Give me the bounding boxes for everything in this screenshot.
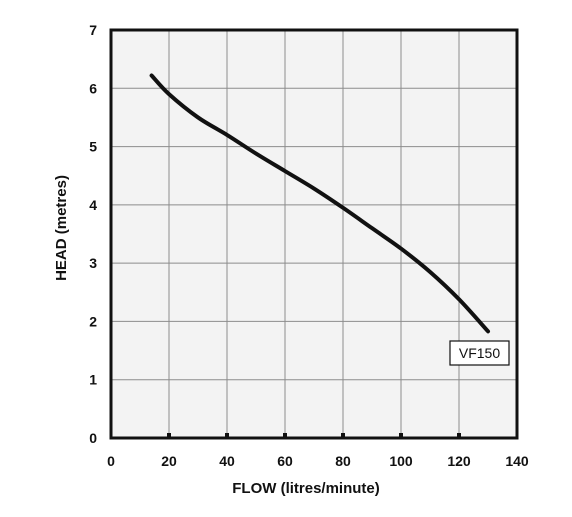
x-tick-label: 120 [447, 453, 471, 469]
y-tick-label: 2 [89, 313, 97, 329]
y-tick-label: 1 [89, 372, 97, 388]
y-tick-label: 7 [89, 22, 97, 38]
x-tick-mark [457, 433, 461, 438]
y-tick-label: 5 [89, 139, 97, 155]
x-tick-label: 0 [107, 453, 115, 469]
x-tick-label: 100 [389, 453, 413, 469]
plot-area [111, 30, 517, 438]
x-tick-label: 80 [335, 453, 351, 469]
y-axis-title: HEAD (metres) [53, 175, 70, 281]
y-tick-label: 0 [89, 430, 97, 446]
series-line-vf150 [149, 73, 490, 334]
gridlines [111, 30, 517, 438]
x-tick-label: 40 [219, 453, 235, 469]
x-tick-mark [399, 433, 403, 438]
series-label-box [449, 340, 510, 366]
x-tick-label: 60 [277, 453, 293, 469]
x-tick-mark [341, 433, 345, 438]
x-tick-mark [283, 433, 287, 438]
y-tick-label: 6 [89, 80, 97, 96]
series-layer: VF150 [149, 73, 510, 366]
x-tick-label: 140 [505, 453, 529, 469]
tick-labels: 0 20 40 60 80 100 120 140 0 1 2 3 4 5 6 7 [89, 22, 529, 469]
x-axis-title: FLOW (litres/minute) [232, 480, 380, 497]
plot-frame [109, 28, 519, 440]
x-tick-mark [225, 433, 229, 438]
y-tick-label: 3 [89, 255, 97, 271]
series-label: VF150 [459, 345, 500, 361]
axis-ticks [167, 433, 461, 438]
y-tick-label: 4 [89, 197, 97, 213]
x-tick-label: 20 [161, 453, 177, 469]
x-tick-mark [167, 433, 171, 438]
